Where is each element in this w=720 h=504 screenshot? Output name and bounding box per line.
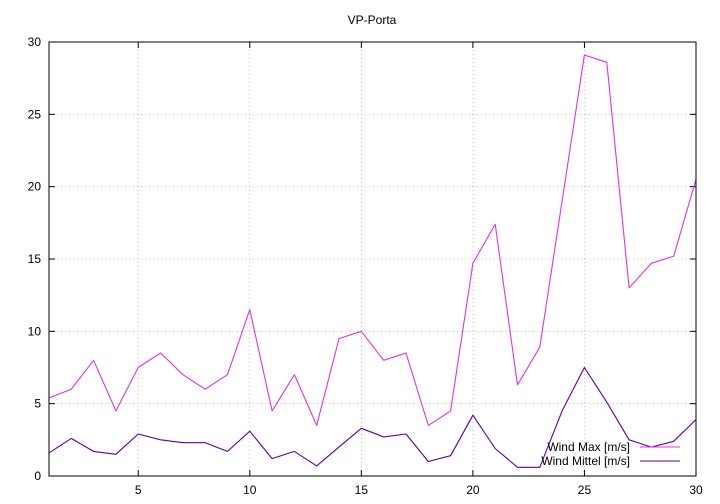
- plot-frame: [48, 41, 697, 477]
- x-tick-label: 10: [243, 483, 257, 497]
- series-lines: [48, 54, 697, 468]
- series-line-2: [48, 366, 697, 468]
- x-tick-label: 30: [689, 483, 703, 497]
- y-tick-label: 15: [28, 252, 42, 266]
- axis-ticks: 0 5 10 15 20 25 30 5 10 15 20 25 30: [28, 35, 703, 497]
- y-tick-label: 0: [34, 469, 41, 483]
- y-tick-label: 10: [28, 324, 42, 338]
- legend-label: Wind Mittel [m/s]: [541, 454, 630, 468]
- y-tick-label: 30: [28, 35, 42, 49]
- y-tick-label: 25: [28, 107, 42, 121]
- legend-label: Wind Max [m/s]: [547, 440, 630, 454]
- y-tick-label: 5: [34, 397, 41, 411]
- x-tick-label: 5: [135, 483, 142, 497]
- y-tick-label: 20: [28, 180, 42, 194]
- legend: Wind Max [m/s]Wind Mittel [m/s]: [541, 440, 680, 468]
- series-line-1: [48, 54, 697, 426]
- chart-title: VP-Porta: [348, 13, 397, 27]
- x-tick-label: 20: [466, 483, 480, 497]
- grid: [49, 42, 696, 476]
- x-tick-label: 15: [355, 483, 369, 497]
- x-tick-label: 25: [578, 483, 592, 497]
